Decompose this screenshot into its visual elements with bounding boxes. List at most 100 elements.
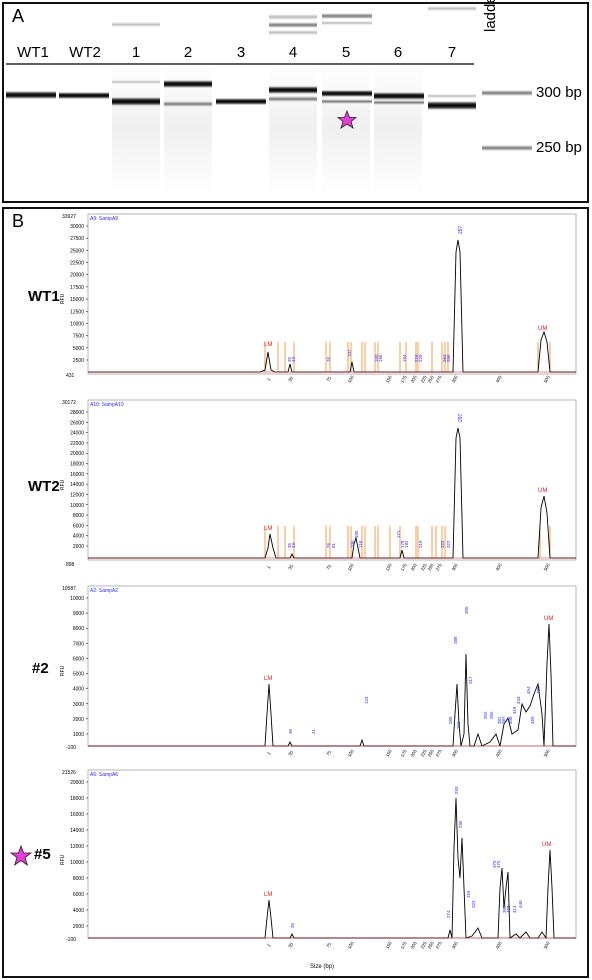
x-tick-label: 275 [435, 562, 443, 571]
y-tick-label: 12500 [70, 309, 84, 315]
y-tick-label: 27500 [70, 236, 84, 242]
peak-label: 107 [347, 349, 352, 357]
x-tick-label: 275 [435, 374, 443, 383]
bp-label-250: 250 bp [536, 139, 582, 156]
y-tick-label: 2000 [73, 544, 84, 550]
x-tick-label: 250 [427, 940, 435, 949]
y-tick-label: 2000 [73, 717, 84, 723]
um-label: UM [542, 842, 551, 848]
peak-label: 41 [311, 728, 316, 734]
peak-label: 262 [442, 354, 447, 362]
peak-label: 194 [402, 354, 407, 362]
y-tick-label: 10000 [70, 503, 84, 509]
x-tick-label: 200 [410, 748, 418, 757]
electropherogram-3-svg: A2: SampA2 10587 -100 RFU 10000 9000 8000 7… [60, 585, 577, 758]
peak-label: 413 [512, 905, 517, 913]
peak-label: 43 [291, 542, 296, 548]
y-tick-label: 18000 [70, 462, 84, 468]
x-tick-label: 100 [347, 940, 355, 949]
peak-label: 35 [290, 922, 295, 928]
peak-label-main: 297 [458, 225, 464, 234]
y-tick-label: 4000 [73, 534, 84, 540]
x-tick-label: 175 [400, 748, 408, 757]
peak-label: 317 [468, 676, 473, 684]
electropherogram-4: A6: SampA6 21526 -100 RFU 20000 18000 1600… [60, 768, 578, 974]
y-tick-label: 18000 [70, 796, 84, 802]
peak-label: 178 [400, 540, 405, 548]
y-tick-label: 20000 [70, 451, 84, 457]
x-tick-label: 225 [420, 940, 428, 949]
x-tick-label: 75 [325, 749, 332, 756]
x-tick-label: 275 [435, 940, 443, 949]
y-tick-label: 15000 [70, 297, 84, 303]
peak-label: 219 [418, 540, 423, 548]
peak-label: 352 [483, 711, 488, 719]
gel-image [6, 6, 532, 194]
lane-label-wt2: WT2 [69, 44, 101, 61]
sample-label-5: #5 [34, 846, 51, 863]
y-tick-label: 5000 [73, 672, 84, 678]
x-tick-label: 175 [400, 940, 408, 949]
x-tick-label: 200 [410, 940, 418, 949]
um-label: UM [538, 488, 547, 494]
peak-label: 81 [331, 542, 336, 548]
sample-label-wt1: WT1 [28, 288, 60, 305]
x-tick-label: 250 [427, 748, 435, 757]
y-tick-label: 14000 [70, 828, 84, 834]
y-tick-label: 22000 [70, 441, 84, 447]
y-tick-label: 8000 [73, 513, 84, 519]
peak-label: 171 [396, 530, 401, 538]
peak-label: 292 [456, 721, 461, 729]
x-tick-label: 1 [266, 564, 272, 569]
x-tick-label: 35 [287, 941, 294, 948]
peak-label: 408 [508, 716, 513, 724]
um-label: UM [544, 616, 553, 622]
peak-label: 35 [287, 356, 292, 362]
y-tick-label: 10000 [70, 860, 84, 866]
x-tick-label: 250 [427, 562, 435, 571]
x-tick-label: 300 [451, 562, 459, 571]
lm-label: LM [264, 526, 272, 532]
panel-a-label: A [12, 6, 25, 26]
x-tick-label: 100 [347, 748, 355, 757]
y-tick-label: 3000 [73, 702, 84, 708]
y-tick-label: 22500 [70, 261, 84, 267]
x-tick-label: 225 [420, 562, 428, 571]
peak-label: 76 [326, 356, 331, 362]
y-tick-label: 10000 [70, 321, 84, 327]
x-tick-label: 300 [451, 374, 459, 383]
lane-label-7: 7 [447, 44, 457, 61]
y-tick-label: 16000 [70, 812, 84, 818]
um-label: UM [538, 326, 547, 332]
rfu-label: RFU [60, 854, 66, 865]
peak-label: 216 [414, 354, 419, 362]
y-tick-label: 5000 [73, 346, 84, 352]
x-tick-label: 75 [325, 563, 332, 570]
electropherogram-2-svg: A10: SampA10 30172 898 RFU 28000 26000 240… [60, 399, 577, 572]
yticks-4: 20000 18000 16000 14000 12000 10000 8000 6000 40… [70, 780, 88, 930]
ymin-label: -100 [66, 745, 76, 751]
peak-label: 316 [466, 890, 471, 898]
y-tick-label: 12000 [70, 492, 84, 498]
panel-a: A [2, 0, 589, 203]
peak-label: 381 [497, 716, 502, 724]
rfu-label: RFU [60, 293, 66, 304]
peak-label: 166 [378, 354, 383, 362]
small-peaks-1: 35 43 76 107 160 166 194 216 220 262 266 [287, 349, 451, 362]
y-tick-label: 7000 [73, 641, 84, 647]
peak-label: 266 [446, 354, 451, 362]
yticks-2: 28000 26000 24000 22000 20000 18000 16000 14000… [70, 410, 88, 550]
peak-label: 124 [364, 696, 369, 704]
small-peaks-2: 35 43 76 81 106 105 116 171 178 182 219 322 327 [287, 530, 451, 548]
lane-label-2: 2 [183, 44, 193, 61]
y-tick-label: 10000 [70, 596, 84, 602]
y-tick-label: 6000 [73, 656, 84, 662]
x-tick-label: 1 [266, 942, 272, 947]
bp-label-300: 300 bp [536, 84, 582, 101]
ymin-label: -100 [66, 937, 76, 943]
ymax-label: 10587 [62, 586, 76, 592]
x-tick-label: 250 [427, 374, 435, 383]
x-tick-label: 400 [495, 562, 503, 571]
x-tick-label: 500 [543, 748, 551, 757]
